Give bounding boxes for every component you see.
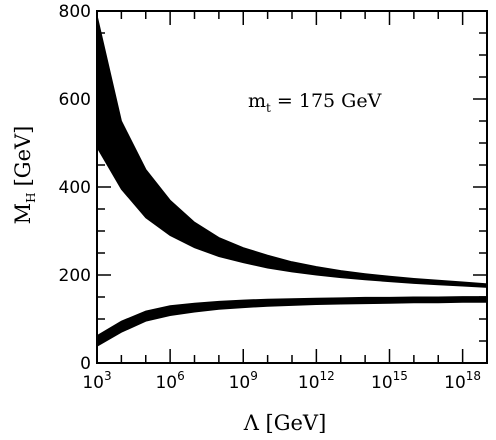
x-tick-base: 10 bbox=[82, 373, 104, 393]
x-tick-label: 1015 bbox=[371, 369, 408, 393]
x-tick-exponent: 15 bbox=[393, 369, 408, 383]
annotation-subscript: t bbox=[266, 101, 271, 115]
y-tick-label: 200 bbox=[59, 266, 91, 286]
x-tick-base: 10 bbox=[444, 373, 466, 393]
x-tick-label: 106 bbox=[155, 369, 184, 393]
x-tick-exponent: 6 bbox=[177, 369, 185, 383]
annotation-top-mass: mt = 175 GeV bbox=[248, 90, 382, 115]
x-tick-label: 1012 bbox=[298, 369, 335, 393]
x-tick-base: 10 bbox=[155, 373, 177, 393]
x-tick-base: 10 bbox=[229, 373, 251, 393]
x-tick-exponent: 18 bbox=[466, 369, 481, 383]
y-axis-subscript: H bbox=[24, 192, 38, 202]
x-tick-exponent: 12 bbox=[320, 369, 335, 383]
y-ticks-group: 0 200 400 600 800 bbox=[59, 2, 487, 374]
x-tick-label: 103 bbox=[82, 369, 111, 393]
y-tick-label: 600 bbox=[59, 90, 91, 110]
x-tick-label: 1018 bbox=[444, 369, 481, 393]
y-axis-label: MH [GeV] bbox=[11, 126, 38, 225]
y-axis-symbol: M bbox=[11, 203, 35, 225]
bands-group bbox=[96, 15, 488, 348]
band-lower-bound bbox=[96, 296, 488, 348]
y-tick-label: 0 bbox=[80, 354, 91, 374]
x-tick-base: 10 bbox=[298, 373, 320, 393]
x-tick-exponent: 9 bbox=[250, 369, 258, 383]
annotation-symbol: m bbox=[248, 90, 266, 112]
band-upper-bound bbox=[96, 15, 488, 288]
annotation-value: = 175 GeV bbox=[271, 90, 382, 112]
y-tick-label: 400 bbox=[59, 178, 91, 198]
x-tick-exponent: 3 bbox=[104, 369, 112, 383]
x-tick-label: 109 bbox=[229, 369, 258, 393]
x-axis-label: Λ [GeV] bbox=[243, 411, 327, 435]
y-tick-label: 800 bbox=[59, 2, 91, 22]
x-ticks-group: 103 106 109 1012 1015 1018 bbox=[82, 11, 488, 393]
y-axis-unit: [GeV] bbox=[11, 126, 35, 187]
x-tick-base: 10 bbox=[371, 373, 393, 393]
